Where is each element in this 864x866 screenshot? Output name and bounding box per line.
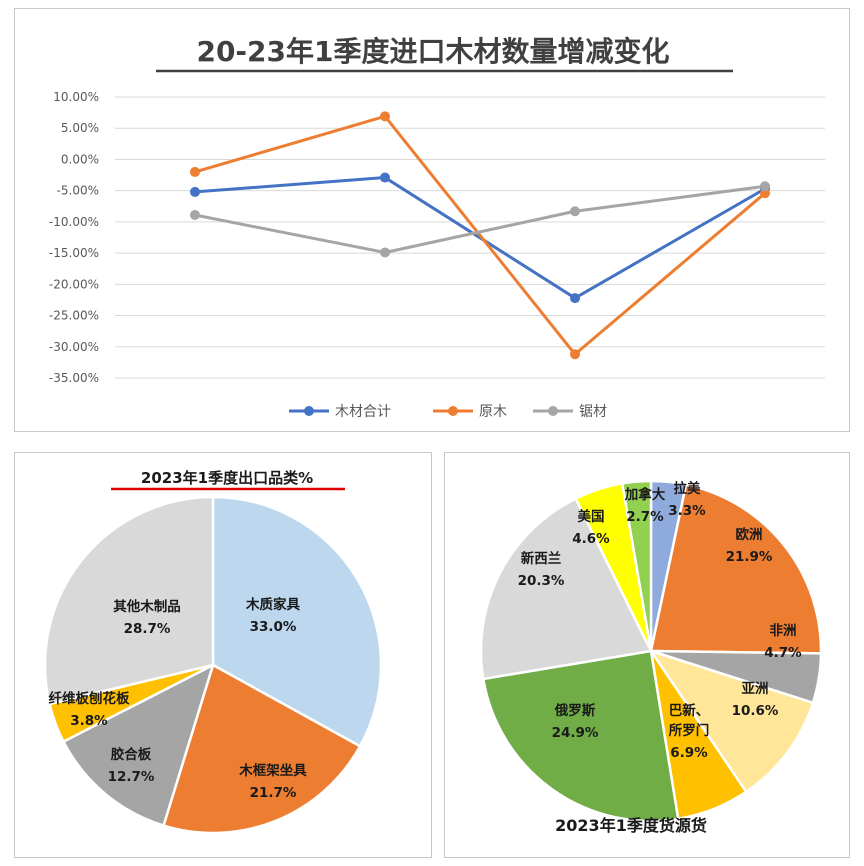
- slice-value-label: 3.3%: [668, 503, 706, 519]
- source-pie-panel: 拉美 3.3% 欧洲 21.9% 非洲 4.7% 亚洲 10.6% 巴新、所罗门 6.9% 俄罗斯 2…: [444, 452, 850, 858]
- data-point: [380, 172, 390, 183]
- slice-value-label: 24.9%: [552, 725, 599, 741]
- data-point: [570, 206, 580, 217]
- export-pie-panel: 2023年1季度出口品类% 木质家具 33.0% 木框架坐具 21.7% 胶合板 12.7…: [14, 452, 432, 858]
- pie-slice: [647, 648, 815, 794]
- slice-value-label: 21.9%: [726, 549, 773, 565]
- source-pie-chart: 拉美 3.3% 欧洲 21.9% 非洲 4.7% 亚洲 10.6% 巴新、所罗门 6.9% 俄罗斯 2…: [479, 479, 823, 835]
- y-axis-ticks: 10.00% 5.00% 0.00% -5.00% -10.00% -15.00% -20.…: [49, 90, 99, 385]
- export-pie-chart: 2023年1季度出口品类% 木质家具 33.0% 木框架坐具 21.7% 胶合板 12.7…: [43, 469, 383, 835]
- legend-label: 木材合计: [335, 404, 391, 420]
- slice-name-label: 木框架坐具: [238, 762, 307, 779]
- data-point: [190, 166, 200, 177]
- line-chart: 20-23年1季度进口木材数量增减变化 10.00% 5.00% 0.00% -5.0…: [49, 35, 825, 420]
- slice-name-label: 美国: [578, 508, 605, 525]
- legend-marker: [304, 406, 314, 416]
- slice-value-label: 4.7%: [764, 645, 802, 661]
- data-point: [570, 293, 580, 304]
- slice-name-label: 所罗门: [669, 722, 710, 739]
- pie-slice: [161, 663, 362, 835]
- slice-name-label: 加拿大: [624, 486, 666, 503]
- y-tick-label: -35.00%: [49, 371, 99, 385]
- pie-slice: [211, 495, 383, 748]
- slice-value-label: 28.7%: [124, 621, 171, 637]
- data-point: [190, 210, 200, 221]
- y-tick-label: -30.00%: [49, 340, 99, 354]
- pie-slice: [61, 662, 216, 828]
- legend: 木材合计 原木 锯材: [289, 404, 607, 420]
- pie-slice: [43, 495, 215, 706]
- slice-value-label: 33.0%: [250, 619, 297, 635]
- pie-labels: 拉美 3.3% 欧洲 21.9% 非洲 4.7% 亚洲 10.6% 巴新、所罗门 6.9% 俄罗斯 2…: [518, 480, 803, 761]
- legend-label: 锯材: [579, 404, 607, 420]
- series-lines: [190, 111, 770, 360]
- slice-value-label: 10.6%: [732, 703, 779, 719]
- slice-value-label: 20.3%: [518, 573, 565, 589]
- y-tick-label: -5.00%: [57, 184, 99, 198]
- data-point: [190, 186, 200, 197]
- slice-value-label: 12.7%: [108, 769, 155, 785]
- series-line: [194, 176, 766, 300]
- source-pie-title: 2023年1季度货源货: [555, 816, 707, 835]
- slice-value-label: 4.6%: [572, 531, 610, 547]
- data-point: [380, 111, 390, 122]
- y-tick-label: 10.00%: [53, 90, 99, 104]
- slice-name-label: 纤维板刨花板: [49, 690, 130, 707]
- slice-name-label: 其他木制品: [113, 598, 181, 615]
- y-tick-label: -20.00%: [49, 277, 99, 291]
- legend-marker: [548, 406, 558, 416]
- slice-name-label: 欧洲: [736, 526, 763, 543]
- pie-slice: [649, 483, 823, 655]
- slice-name-label: 亚洲: [742, 681, 769, 697]
- data-point: [760, 181, 770, 192]
- series-line: [194, 114, 766, 356]
- slice-value-label: 2.7%: [626, 509, 664, 525]
- slice-value-label: 3.8%: [70, 713, 108, 729]
- slice-name-label: 非洲: [770, 622, 797, 639]
- data-point: [760, 188, 770, 199]
- line-chart-title: 20-23年1季度进口木材数量增减变化: [196, 35, 669, 68]
- slice-name-label: 新西兰: [521, 550, 562, 567]
- legend-label: 原木: [479, 404, 507, 420]
- y-tick-label: -10.00%: [49, 215, 99, 229]
- slice-value-label: 21.7%: [250, 785, 297, 801]
- y-tick-label: -25.00%: [49, 309, 99, 323]
- y-tick-label: 0.00%: [61, 152, 99, 166]
- data-point: [380, 247, 390, 258]
- legend-marker: [448, 406, 458, 416]
- slice-name-label: 木质家具: [245, 596, 300, 613]
- y-tick-label: -15.00%: [49, 246, 99, 260]
- slice-name-label: 俄罗斯: [554, 702, 596, 719]
- pie-labels: 木质家具 33.0% 木框架坐具 21.7% 胶合板 12.7% 纤维板刨花板 3.8% 其他木…: [49, 596, 308, 801]
- pie-slices: [43, 495, 383, 835]
- series-line: [194, 184, 766, 254]
- line-chart-panel: 20-23年1季度进口木材数量增减变化 10.00% 5.00% 0.00% -5.0…: [14, 8, 850, 432]
- slice-name-label: 胶合板: [111, 746, 152, 763]
- pie-slice: [620, 479, 653, 652]
- grid-lines: [115, 96, 825, 379]
- pie-slice: [479, 496, 653, 681]
- slice-value-label: 6.9%: [670, 745, 708, 761]
- slice-name-label: 巴新、: [669, 702, 710, 719]
- y-tick-label: 5.00%: [61, 121, 99, 135]
- pie-slices: [479, 479, 823, 823]
- export-pie-title: 2023年1季度出口品类%: [141, 469, 313, 487]
- pie-slice: [481, 649, 680, 823]
- slice-name-label: 拉美: [674, 480, 702, 497]
- data-point: [570, 349, 580, 360]
